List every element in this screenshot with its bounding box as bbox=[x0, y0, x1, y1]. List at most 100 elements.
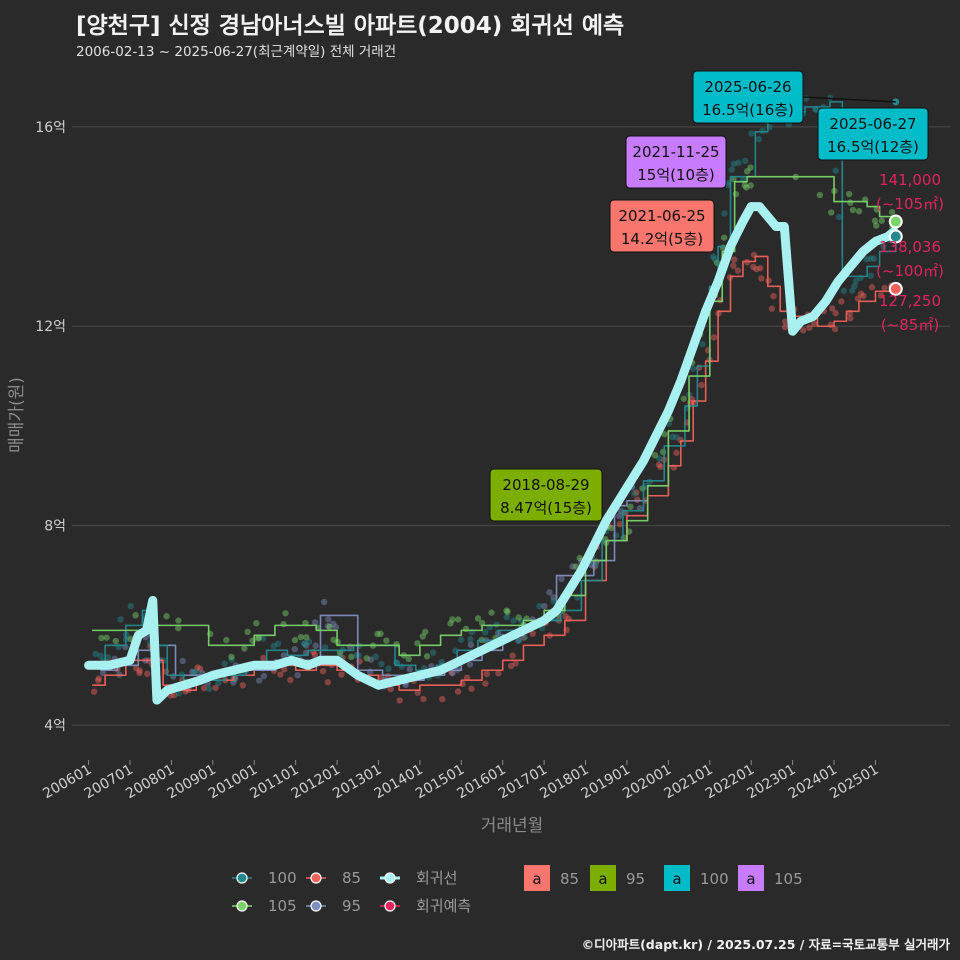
scatter-point-105 bbox=[253, 619, 260, 627]
scatter-point-100 bbox=[275, 640, 282, 647]
scatter-point-85 bbox=[799, 327, 807, 334]
scatter-point-105 bbox=[175, 617, 182, 624]
scatter-point-95 bbox=[558, 575, 565, 583]
scatter-point-105 bbox=[828, 209, 835, 216]
prediction-value: 127,250 bbox=[879, 292, 941, 310]
scatter-point-95 bbox=[302, 642, 310, 649]
scatter-point-100 bbox=[301, 640, 308, 647]
scatter-point-100 bbox=[259, 635, 267, 642]
scatter-point-105 bbox=[849, 206, 857, 214]
scatter-point-100 bbox=[438, 658, 445, 666]
scatter-point-100 bbox=[215, 679, 222, 687]
scatter-point-105 bbox=[414, 640, 421, 647]
legend-fill-label: 105 bbox=[774, 870, 803, 888]
scatter-point-105 bbox=[878, 217, 885, 224]
scatter-point-105 bbox=[377, 630, 384, 637]
scatter-point-95 bbox=[546, 589, 553, 596]
legend-label: 105 bbox=[268, 897, 297, 915]
scatter-point-105 bbox=[845, 190, 853, 198]
last-point-85 bbox=[888, 281, 903, 296]
annotation-labels: 2025-06-26 16.5억(16층) 2025-06-27 16.5억(12층)… bbox=[489, 70, 929, 522]
scatter-point-85 bbox=[806, 324, 813, 331]
scatter-point-105 bbox=[732, 190, 740, 198]
legend-label: 100 bbox=[268, 869, 297, 887]
scatter-point-95 bbox=[179, 657, 186, 665]
scatter-point-105 bbox=[291, 636, 299, 644]
scatter-point-105 bbox=[741, 182, 749, 189]
scatter-point-100 bbox=[867, 255, 874, 262]
scatter-point-85 bbox=[194, 664, 201, 671]
legend-fill-item: a 100 bbox=[664, 865, 729, 891]
scatter-point-85 bbox=[396, 697, 403, 704]
scatter-point-85 bbox=[710, 334, 718, 341]
scatter-point-105 bbox=[455, 616, 462, 623]
scatter-point-85 bbox=[420, 695, 427, 703]
scatter-point-105 bbox=[747, 182, 754, 189]
scatter-point-100 bbox=[482, 628, 489, 636]
scatter-point-95 bbox=[294, 671, 301, 679]
scatter-point-100 bbox=[673, 433, 680, 441]
scatter-point-95 bbox=[291, 645, 299, 653]
scatter-point-100 bbox=[735, 159, 742, 166]
scatter-point-85 bbox=[387, 685, 394, 693]
legend-dot bbox=[310, 872, 322, 884]
scatter-point-95 bbox=[449, 669, 456, 677]
scatter-point-100 bbox=[104, 654, 112, 661]
scatter-point-105 bbox=[374, 630, 381, 638]
scatter-point-100 bbox=[398, 663, 406, 670]
y-tick-label: 12억 bbox=[35, 319, 66, 335]
scatter-point-85 bbox=[463, 674, 471, 681]
annotation-date: 2025-06-26 bbox=[704, 78, 791, 96]
annotation-price: 16.5억(12층) bbox=[827, 138, 919, 156]
scatter-point-95 bbox=[515, 637, 522, 644]
scatter-point-85 bbox=[832, 310, 839, 317]
scatter-point-100 bbox=[880, 243, 887, 250]
annotation-box: 2018-08-29 8.47억(15층) bbox=[489, 468, 603, 522]
annotation-price: 16.5억(16층) bbox=[702, 101, 794, 119]
y-axis-label: 매매가(원) bbox=[7, 377, 27, 453]
scatter-point-85 bbox=[311, 651, 319, 659]
scatter-point-100 bbox=[92, 650, 99, 658]
scatter-point-85 bbox=[439, 695, 446, 703]
scatter-point-85 bbox=[673, 449, 680, 457]
scatter-point-100 bbox=[228, 656, 235, 663]
series-line-회귀선 bbox=[84, 202, 899, 705]
scatter-point-85 bbox=[857, 290, 865, 297]
scatter-point-105 bbox=[112, 637, 119, 645]
last-point-100 bbox=[888, 229, 903, 244]
scatter-point-85 bbox=[483, 670, 490, 678]
scatter-point-105 bbox=[873, 222, 880, 229]
legend-fill-swatch bbox=[664, 865, 690, 891]
scatter-point-105 bbox=[474, 615, 482, 622]
annotation-box-bg bbox=[609, 199, 715, 253]
scatter-point-100 bbox=[457, 636, 465, 643]
series-line-105 bbox=[91, 175, 897, 657]
scatter-point-105 bbox=[462, 625, 470, 633]
scatter-point-85 bbox=[136, 669, 143, 677]
scatter-point-105 bbox=[132, 612, 139, 619]
scatter-point-85 bbox=[698, 381, 705, 389]
scatter-point-105 bbox=[504, 608, 511, 616]
scatter-point-105 bbox=[855, 208, 863, 215]
scatter-point-85 bbox=[828, 305, 836, 312]
scatter-point-100 bbox=[852, 277, 860, 285]
scatter-point-105 bbox=[873, 206, 880, 213]
scatter-point-100 bbox=[192, 668, 200, 676]
scatter-point-85 bbox=[324, 679, 332, 686]
scatter-point-105 bbox=[515, 614, 522, 621]
prediction-value: 138,036 bbox=[879, 238, 941, 256]
scatter-point-95 bbox=[616, 512, 623, 520]
prediction-value: 141,000 bbox=[879, 171, 941, 189]
scatter-point-105 bbox=[871, 217, 879, 224]
scatter-point-100 bbox=[305, 638, 313, 645]
scatter-point-85 bbox=[454, 688, 462, 695]
scatter-point-85 bbox=[655, 461, 663, 468]
scatter-point-100 bbox=[550, 598, 557, 605]
scatter-point-105 bbox=[303, 634, 310, 641]
legend-item: 105 bbox=[232, 897, 297, 915]
scatter-point-85 bbox=[495, 670, 502, 677]
scatter-point-85 bbox=[757, 264, 764, 272]
legend-fill-swatch bbox=[590, 865, 616, 891]
annotation-leader bbox=[801, 96, 896, 103]
